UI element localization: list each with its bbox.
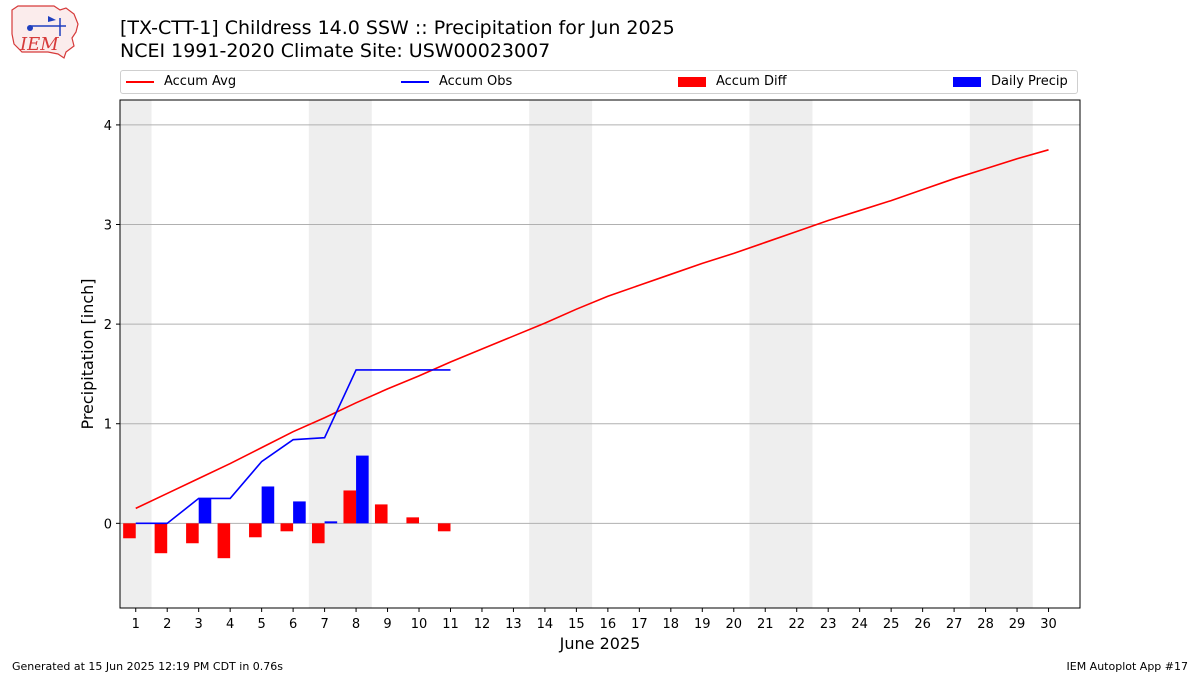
weekend-band-3 [749,100,813,608]
x-tick-label-3: 3 [195,617,203,632]
accum-diff-bar-3 [186,523,199,544]
daily-precip-bar-7 [324,521,338,524]
accum-diff-bar-9 [374,504,388,524]
x-tick-label-2: 2 [163,617,171,632]
legend-label-daily-precip: Daily Precip [991,74,1068,89]
bars [123,455,451,559]
x-tick-label-13: 13 [505,617,522,632]
app-credit: IEM Autoplot App #17 [1066,660,1189,673]
x-tick-label-24: 24 [851,617,868,632]
y-tick-label-1: 1 [104,418,112,433]
weekend-band-2 [529,100,593,608]
accum-obs-line [135,369,451,525]
legend-label-accum-avg: Accum Avg [164,74,237,89]
generated-timestamp: Generated at 15 Jun 2025 12:19 PM CDT in… [12,660,284,673]
y-axis-label: Precipitation [inch] [78,278,97,429]
series-lines [135,149,1049,525]
x-tick-label-29: 29 [1009,617,1026,632]
x-tick-label-11: 11 [442,617,459,632]
legend-label-accum-obs: Accum Obs [439,74,513,89]
x-tick-label-30: 30 [1040,617,1057,632]
legend-swatch-accum-diff [678,76,706,87]
accum-diff-bar-1 [123,523,136,539]
daily-precip-bar-5 [261,486,275,524]
x-tick-label-6: 6 [289,617,297,632]
weekend-band-4 [969,100,1033,608]
x-tick-label-9: 9 [383,617,391,632]
legend-swatch-daily-precip [953,76,981,87]
y-tick-label-2: 2 [104,318,112,333]
y-tick-label-3: 3 [104,219,112,234]
daily-precip-bar-8 [356,455,369,524]
x-tick-label-20: 20 [725,617,742,632]
accum-diff-bar-6 [280,523,294,532]
daily-precip-bar-6 [293,501,306,524]
accum-diff-bar-11 [437,523,451,532]
x-tick-label-12: 12 [474,617,491,632]
x-tick-label-1: 1 [132,617,140,632]
x-tick-label-25: 25 [883,617,900,632]
legend-swatch-accum-obs [401,80,429,83]
x-tick-label-21: 21 [757,617,774,632]
x-axis-label: June 2025 [559,634,641,653]
x-tick-label-5: 5 [257,617,265,632]
x-tick-label-27: 27 [946,617,963,632]
x-tick-label-28: 28 [977,617,994,632]
accum-diff-bar-7 [312,523,325,544]
legend-item-daily-precip: Daily Precip [953,74,1068,89]
x-tick-label-22: 22 [788,617,805,632]
x-tick-label-23: 23 [820,617,837,632]
y-tick-label-0: 0 [104,517,112,532]
accum-diff-bar-2 [154,523,168,554]
grid-lines [120,124,1080,524]
x-tick-label-7: 7 [320,617,328,632]
x-tick-label-14: 14 [537,617,554,632]
x-tick-label-17: 17 [631,617,648,632]
x-tick-label-26: 26 [914,617,931,632]
x-tick-label-8: 8 [352,617,360,632]
x-tick-label-18: 18 [663,617,680,632]
x-tick-label-15: 15 [568,617,585,632]
chart-subtitle: NCEI 1991-2020 Climate Site: USW00023007 [120,40,551,62]
legend: Accum Avg Accum Obs Accum Diff Daily Pre… [120,70,1078,94]
chart-title: [TX-CTT-1] Childress 14.0 SSW :: Precipi… [120,17,675,39]
legend-item-accum-avg: Accum Avg [126,74,236,89]
legend-swatch-accum-avg [126,80,154,83]
legend-label-accum-diff: Accum Diff [716,74,787,89]
legend-item-accum-obs: Accum Obs [401,74,512,89]
accum-diff-bar-4 [217,523,231,559]
daily-precip-bar-3 [198,498,212,524]
iem-logo: IEM [11,5,79,59]
plot-frame [119,99,1081,609]
legend-item-accum-diff: Accum Diff [678,74,787,89]
x-tick-label-4: 4 [226,617,234,632]
accum-diff-bar-8 [343,490,357,524]
x-tick-label-16: 16 [600,617,617,632]
accum-avg-line [135,149,1049,510]
accum-diff-bar-10 [406,517,420,524]
x-tick-label-19: 19 [694,617,711,632]
accum-diff-bar-5 [249,523,262,538]
logo-text: IEM [19,34,59,55]
y-tick-label-4: 4 [104,119,112,134]
x-tick-label-10: 10 [411,617,428,632]
